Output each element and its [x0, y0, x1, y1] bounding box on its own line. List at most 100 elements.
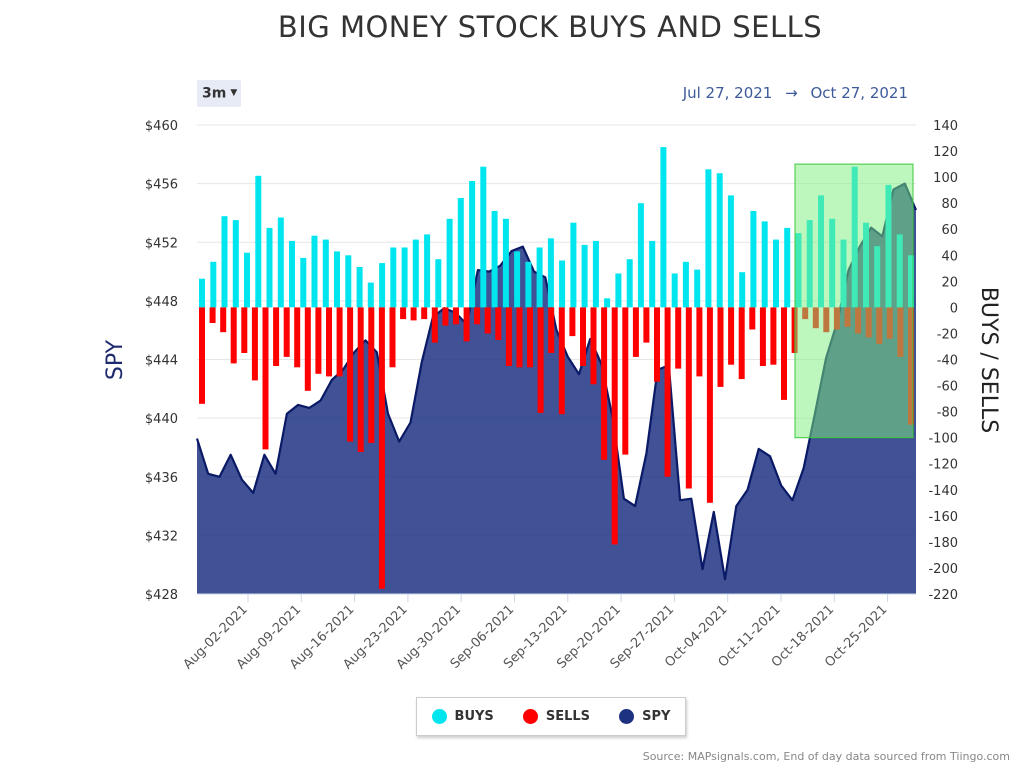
buy-bar [345, 255, 352, 308]
date-range: Jul 27, 2021 → Oct 27, 2021 [679, 84, 912, 102]
sell-bar [569, 307, 576, 337]
buy-bar [705, 169, 712, 308]
sell-bar [654, 307, 660, 382]
legend-item-buys[interactable]: BUYS [431, 709, 494, 724]
right-tick-label: -60 [937, 380, 958, 395]
sell-bar [283, 307, 290, 357]
buy-bar [559, 260, 566, 308]
sell-bar [241, 307, 248, 353]
buy-bar [727, 195, 734, 308]
left-tick-label: $428 [145, 588, 178, 603]
buy-bar [390, 247, 397, 308]
sell-bar [505, 307, 512, 366]
buy-bar [761, 221, 768, 308]
sell-bar [273, 307, 280, 366]
spy-area-fill [197, 183, 916, 594]
date-to[interactable]: Oct 27, 2021 [810, 84, 909, 102]
buy-bar [334, 251, 340, 308]
sell-bar [537, 307, 544, 413]
sell-bar [315, 307, 322, 374]
buy-bar [322, 239, 329, 308]
buy-bar [547, 238, 554, 308]
legend-label-sells: SELLS [545, 709, 591, 724]
sell-bar [548, 307, 555, 353]
buy-bar [682, 261, 689, 308]
left-tick-label: $440 [145, 412, 178, 427]
buy-bar [311, 235, 318, 308]
buy-bar [773, 239, 779, 308]
right-tick-label: 140 [933, 119, 958, 134]
sell-bar [738, 307, 745, 380]
right-tick-label: -20 [937, 327, 958, 342]
buy-bar [199, 278, 205, 308]
buy-bar [412, 239, 419, 308]
sell-bar [590, 307, 597, 385]
sell-bar [230, 307, 237, 364]
buy-bar [649, 240, 656, 308]
left-tick-label: $456 [145, 178, 178, 193]
buys-dot-icon [431, 709, 447, 724]
right-tick-label: 20 [941, 275, 958, 290]
buy-bar [637, 203, 644, 308]
sell-bar [495, 307, 502, 340]
sell-bar [294, 307, 301, 368]
sell-bar [378, 307, 385, 589]
y-axis-title-right: BUYS / SELLS [976, 287, 1001, 433]
legend-label-buys: BUYS [454, 709, 494, 724]
right-tick-label: 60 [941, 223, 958, 238]
sell-bar [368, 307, 375, 443]
right-tick-label: 40 [941, 249, 958, 264]
buy-bar [525, 261, 532, 308]
sell-bar [304, 307, 311, 391]
chart-title: BIG MONEY STOCK BUYS AND SELLS [277, 10, 823, 44]
buy-bar [570, 222, 577, 308]
buy-bar [581, 244, 588, 308]
left-tick-label: $432 [145, 529, 178, 544]
spy-dot-icon [619, 709, 635, 724]
sell-bar [199, 307, 205, 404]
buy-bar [255, 175, 262, 308]
buy-bar [750, 211, 757, 308]
buy-bar [536, 247, 543, 308]
buy-bar [367, 282, 374, 308]
sell-bar [516, 307, 523, 368]
buy-bar [266, 227, 273, 308]
sell-bar [632, 307, 639, 357]
buy-bar [379, 263, 386, 308]
buy-bar [457, 198, 464, 308]
sell-bar [664, 307, 671, 477]
date-from[interactable]: Jul 27, 2021 [682, 84, 773, 102]
right-tick-label: 80 [941, 197, 958, 212]
bars [199, 147, 914, 589]
caret-down-icon: ▼ [230, 88, 238, 98]
buy-bar [469, 181, 476, 308]
sell-bar [357, 307, 364, 452]
right-tick-label: -40 [937, 354, 958, 369]
sell-bar [759, 307, 766, 366]
buy-bar [356, 267, 363, 308]
range-selector-button[interactable]: 3m ▼ [197, 80, 241, 107]
sell-bar [463, 307, 470, 342]
buy-bar [300, 257, 307, 308]
sell-bar [421, 307, 428, 320]
highlight-box [794, 163, 914, 439]
sell-bar [611, 307, 618, 545]
buy-bar [604, 298, 611, 308]
sell-bar [431, 307, 438, 343]
sell-bar [717, 307, 724, 387]
legend: BUYS SELLS SPY [416, 697, 686, 736]
buy-bar [671, 273, 678, 308]
legend-item-spy[interactable]: SPY [619, 709, 670, 724]
legend-item-sells[interactable]: SELLS [522, 709, 591, 724]
left-tick-label: $452 [145, 236, 178, 251]
right-tick-label: -120 [928, 458, 958, 473]
buy-bar [244, 252, 250, 308]
buy-bar [480, 166, 487, 308]
y-axis-title-left: SPY [103, 339, 128, 380]
left-tick-label: $444 [145, 354, 178, 369]
buy-bar [401, 247, 408, 308]
sell-bar [410, 307, 417, 321]
left-tick-label: $460 [145, 119, 178, 134]
sell-bar [706, 307, 713, 503]
buy-bar [615, 273, 622, 308]
